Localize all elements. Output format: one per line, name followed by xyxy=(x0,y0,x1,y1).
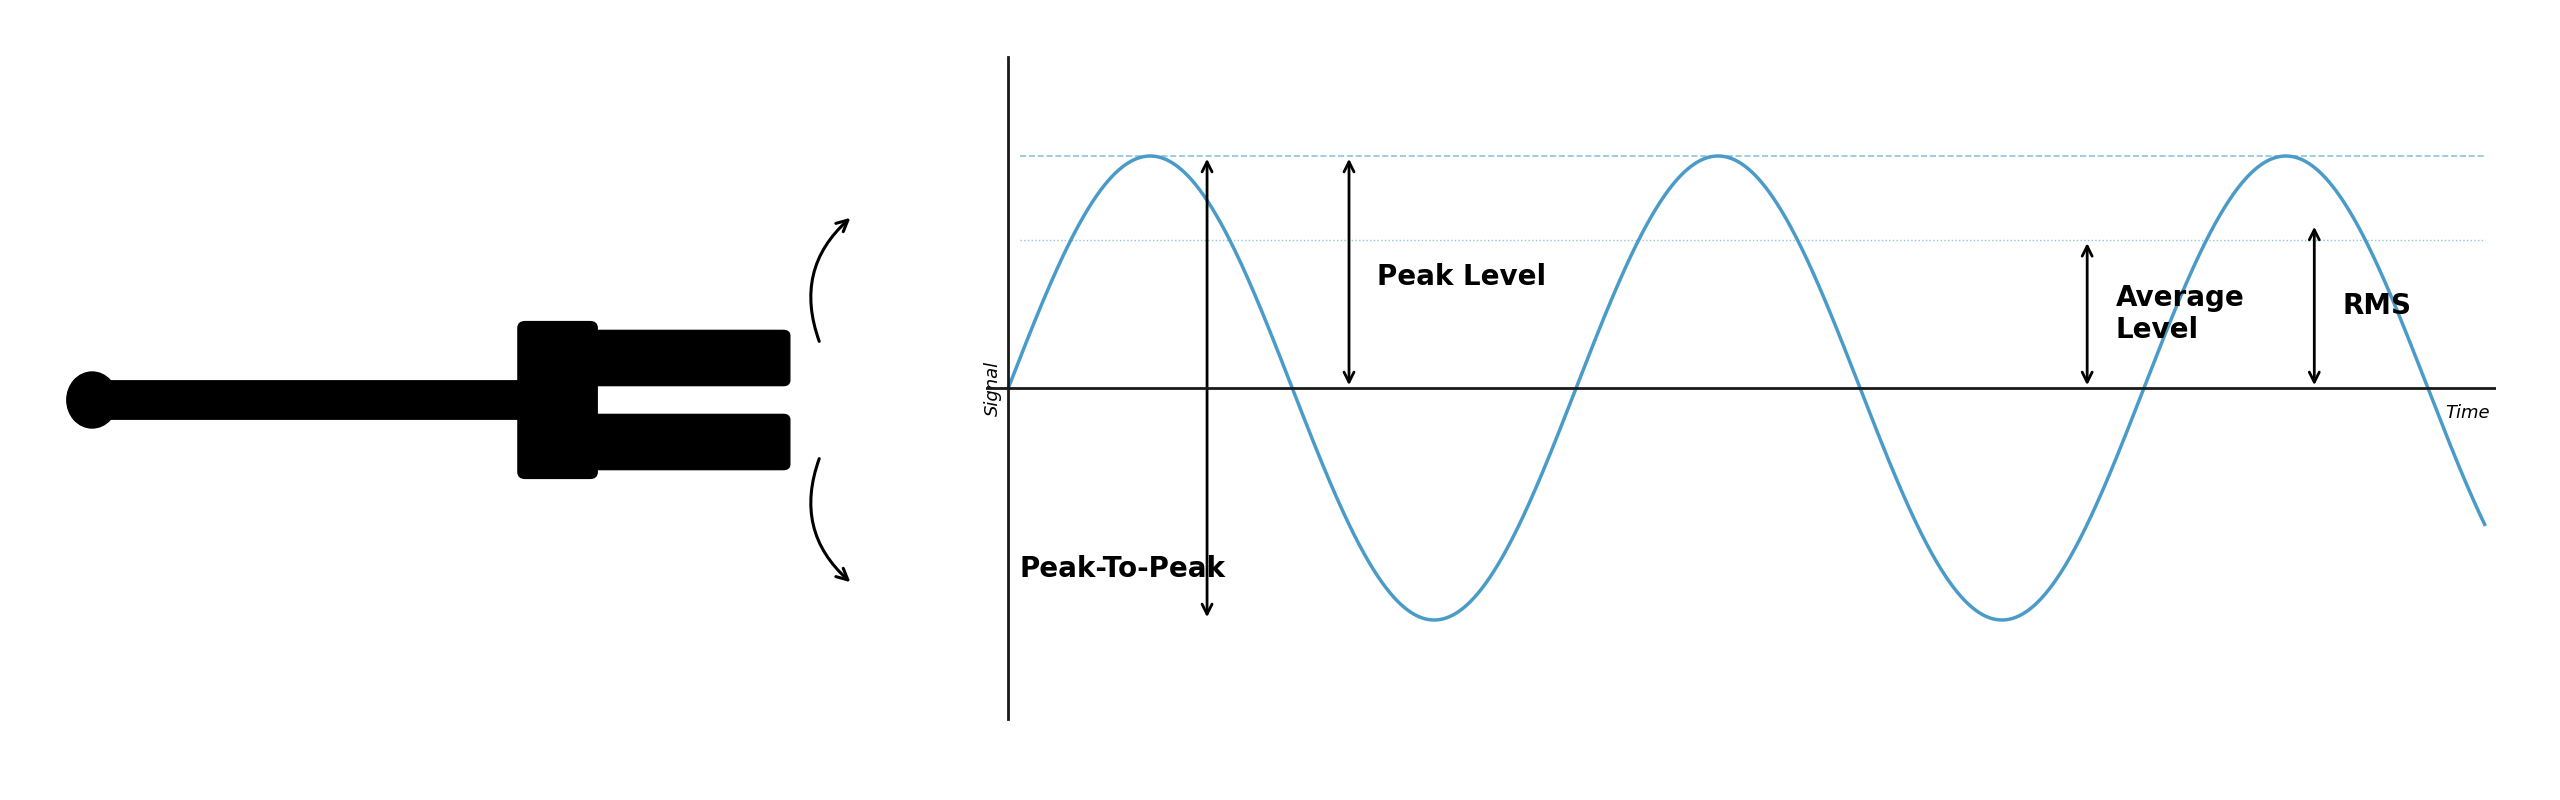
Text: RMS: RMS xyxy=(2342,292,2412,320)
FancyBboxPatch shape xyxy=(573,414,791,470)
Text: Peak-To-Peak: Peak-To-Peak xyxy=(1019,555,1226,583)
FancyBboxPatch shape xyxy=(517,322,596,478)
Text: Peak Level: Peak Level xyxy=(1377,262,1546,290)
Text: Average
Level: Average Level xyxy=(2115,284,2245,344)
Text: Signal: Signal xyxy=(983,361,1001,415)
Text: Time: Time xyxy=(2445,404,2491,422)
FancyBboxPatch shape xyxy=(87,381,558,419)
Ellipse shape xyxy=(67,372,118,428)
FancyBboxPatch shape xyxy=(573,330,791,386)
